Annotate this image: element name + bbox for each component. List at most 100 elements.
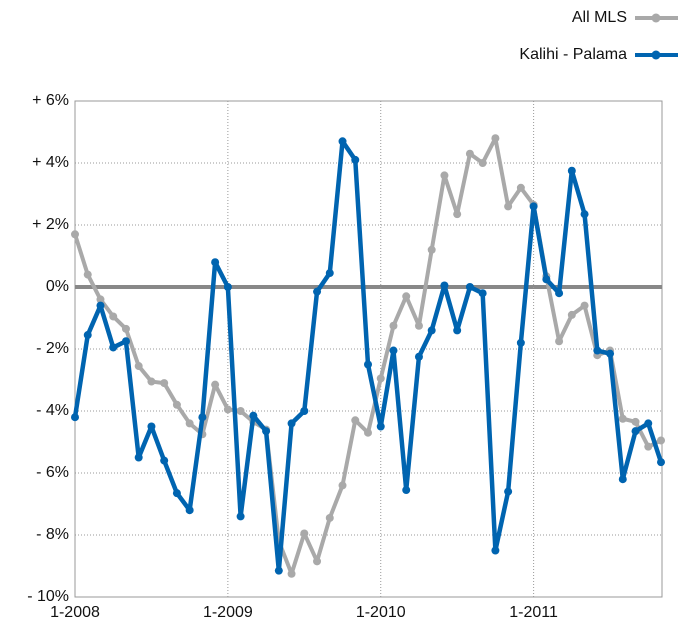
x-tick-label: 1-2009 bbox=[203, 604, 253, 621]
point-marker bbox=[172, 489, 181, 498]
point-marker bbox=[121, 324, 130, 333]
point-marker bbox=[338, 481, 347, 490]
x-tick-label: 1-2008 bbox=[50, 604, 100, 621]
point-marker bbox=[274, 566, 283, 575]
point-marker bbox=[593, 346, 602, 355]
point-marker bbox=[453, 210, 462, 219]
y-tick-label: - 8% bbox=[36, 526, 69, 543]
point-marker bbox=[478, 159, 487, 167]
point-marker bbox=[185, 506, 194, 515]
point-marker bbox=[580, 210, 589, 219]
point-marker bbox=[351, 416, 360, 425]
point-marker bbox=[109, 312, 118, 321]
x-tick-label: 1-2011 bbox=[509, 604, 558, 621]
point-marker bbox=[364, 360, 372, 369]
y-tick-label: - 10% bbox=[27, 588, 69, 605]
point-marker bbox=[249, 411, 258, 420]
y-tick-label: + 2% bbox=[32, 216, 69, 233]
legend-label: Kalihi - Palama bbox=[519, 46, 627, 63]
point-marker bbox=[414, 352, 423, 361]
point-marker bbox=[402, 486, 411, 495]
point-marker bbox=[236, 512, 245, 521]
y-tick-label: + 6% bbox=[32, 92, 69, 109]
point-marker bbox=[427, 245, 436, 254]
point-marker bbox=[453, 326, 462, 335]
point-marker bbox=[516, 183, 525, 192]
point-marker bbox=[287, 569, 296, 578]
y-tick-label: - 6% bbox=[36, 464, 69, 481]
point-marker bbox=[287, 419, 296, 428]
point-marker bbox=[211, 258, 220, 267]
point-marker bbox=[300, 529, 309, 538]
point-marker bbox=[364, 428, 372, 437]
point-marker bbox=[402, 292, 411, 301]
point-marker bbox=[491, 546, 500, 555]
point-marker bbox=[606, 349, 615, 358]
y-tick-label: + 4% bbox=[32, 154, 69, 171]
point-marker bbox=[465, 283, 474, 291]
point-marker bbox=[185, 419, 194, 428]
point-marker bbox=[96, 295, 105, 304]
point-marker bbox=[478, 289, 487, 298]
x-tick-label: 1-2010 bbox=[356, 604, 406, 621]
point-marker bbox=[516, 338, 525, 347]
legend-swatch-dot bbox=[651, 13, 661, 23]
point-marker bbox=[440, 171, 449, 180]
point-marker bbox=[121, 337, 130, 346]
point-marker bbox=[555, 337, 564, 346]
point-marker bbox=[172, 400, 181, 409]
point-marker bbox=[376, 422, 385, 431]
point-marker bbox=[389, 346, 398, 355]
y-tick-label: - 2% bbox=[36, 340, 69, 357]
point-marker bbox=[325, 513, 334, 522]
y-tick-label: - 4% bbox=[36, 402, 69, 419]
point-marker bbox=[109, 343, 118, 352]
point-marker bbox=[71, 413, 79, 422]
point-marker bbox=[376, 374, 385, 383]
point-marker bbox=[71, 230, 79, 239]
point-marker bbox=[236, 407, 245, 415]
point-marker bbox=[223, 283, 232, 291]
point-marker bbox=[198, 413, 207, 422]
point-marker bbox=[389, 321, 398, 330]
point-marker bbox=[657, 458, 665, 467]
point-marker bbox=[147, 422, 156, 431]
series-line bbox=[72, 139, 664, 573]
point-marker bbox=[631, 417, 640, 426]
point-marker bbox=[618, 475, 627, 484]
point-marker bbox=[83, 331, 92, 340]
legend-label: All MLS bbox=[572, 9, 627, 26]
point-marker bbox=[414, 321, 423, 330]
point-marker bbox=[338, 137, 347, 146]
point-marker bbox=[427, 326, 436, 335]
point-marker bbox=[567, 166, 576, 175]
point-marker bbox=[555, 289, 564, 298]
legend-swatch-dot bbox=[651, 50, 661, 60]
point-marker bbox=[160, 379, 169, 388]
point-marker bbox=[644, 442, 653, 451]
point-marker bbox=[300, 407, 309, 415]
point-marker bbox=[657, 436, 665, 445]
point-marker bbox=[542, 275, 551, 284]
point-marker bbox=[313, 287, 322, 296]
point-marker bbox=[147, 377, 156, 386]
point-marker bbox=[440, 281, 449, 290]
point-marker bbox=[262, 427, 271, 436]
point-marker bbox=[325, 269, 334, 278]
y-tick-label: 0% bbox=[46, 278, 69, 295]
point-marker bbox=[631, 427, 640, 436]
point-marker bbox=[567, 310, 576, 319]
point-marker bbox=[134, 453, 143, 462]
point-marker bbox=[618, 414, 627, 423]
point-marker bbox=[504, 202, 513, 211]
point-marker bbox=[313, 557, 322, 566]
point-marker bbox=[491, 134, 500, 143]
point-marker bbox=[96, 301, 105, 310]
point-marker bbox=[223, 405, 232, 414]
point-marker bbox=[134, 362, 143, 371]
point-marker bbox=[529, 202, 538, 211]
point-marker bbox=[504, 487, 513, 496]
point-marker bbox=[211, 380, 220, 389]
point-marker bbox=[351, 155, 360, 164]
